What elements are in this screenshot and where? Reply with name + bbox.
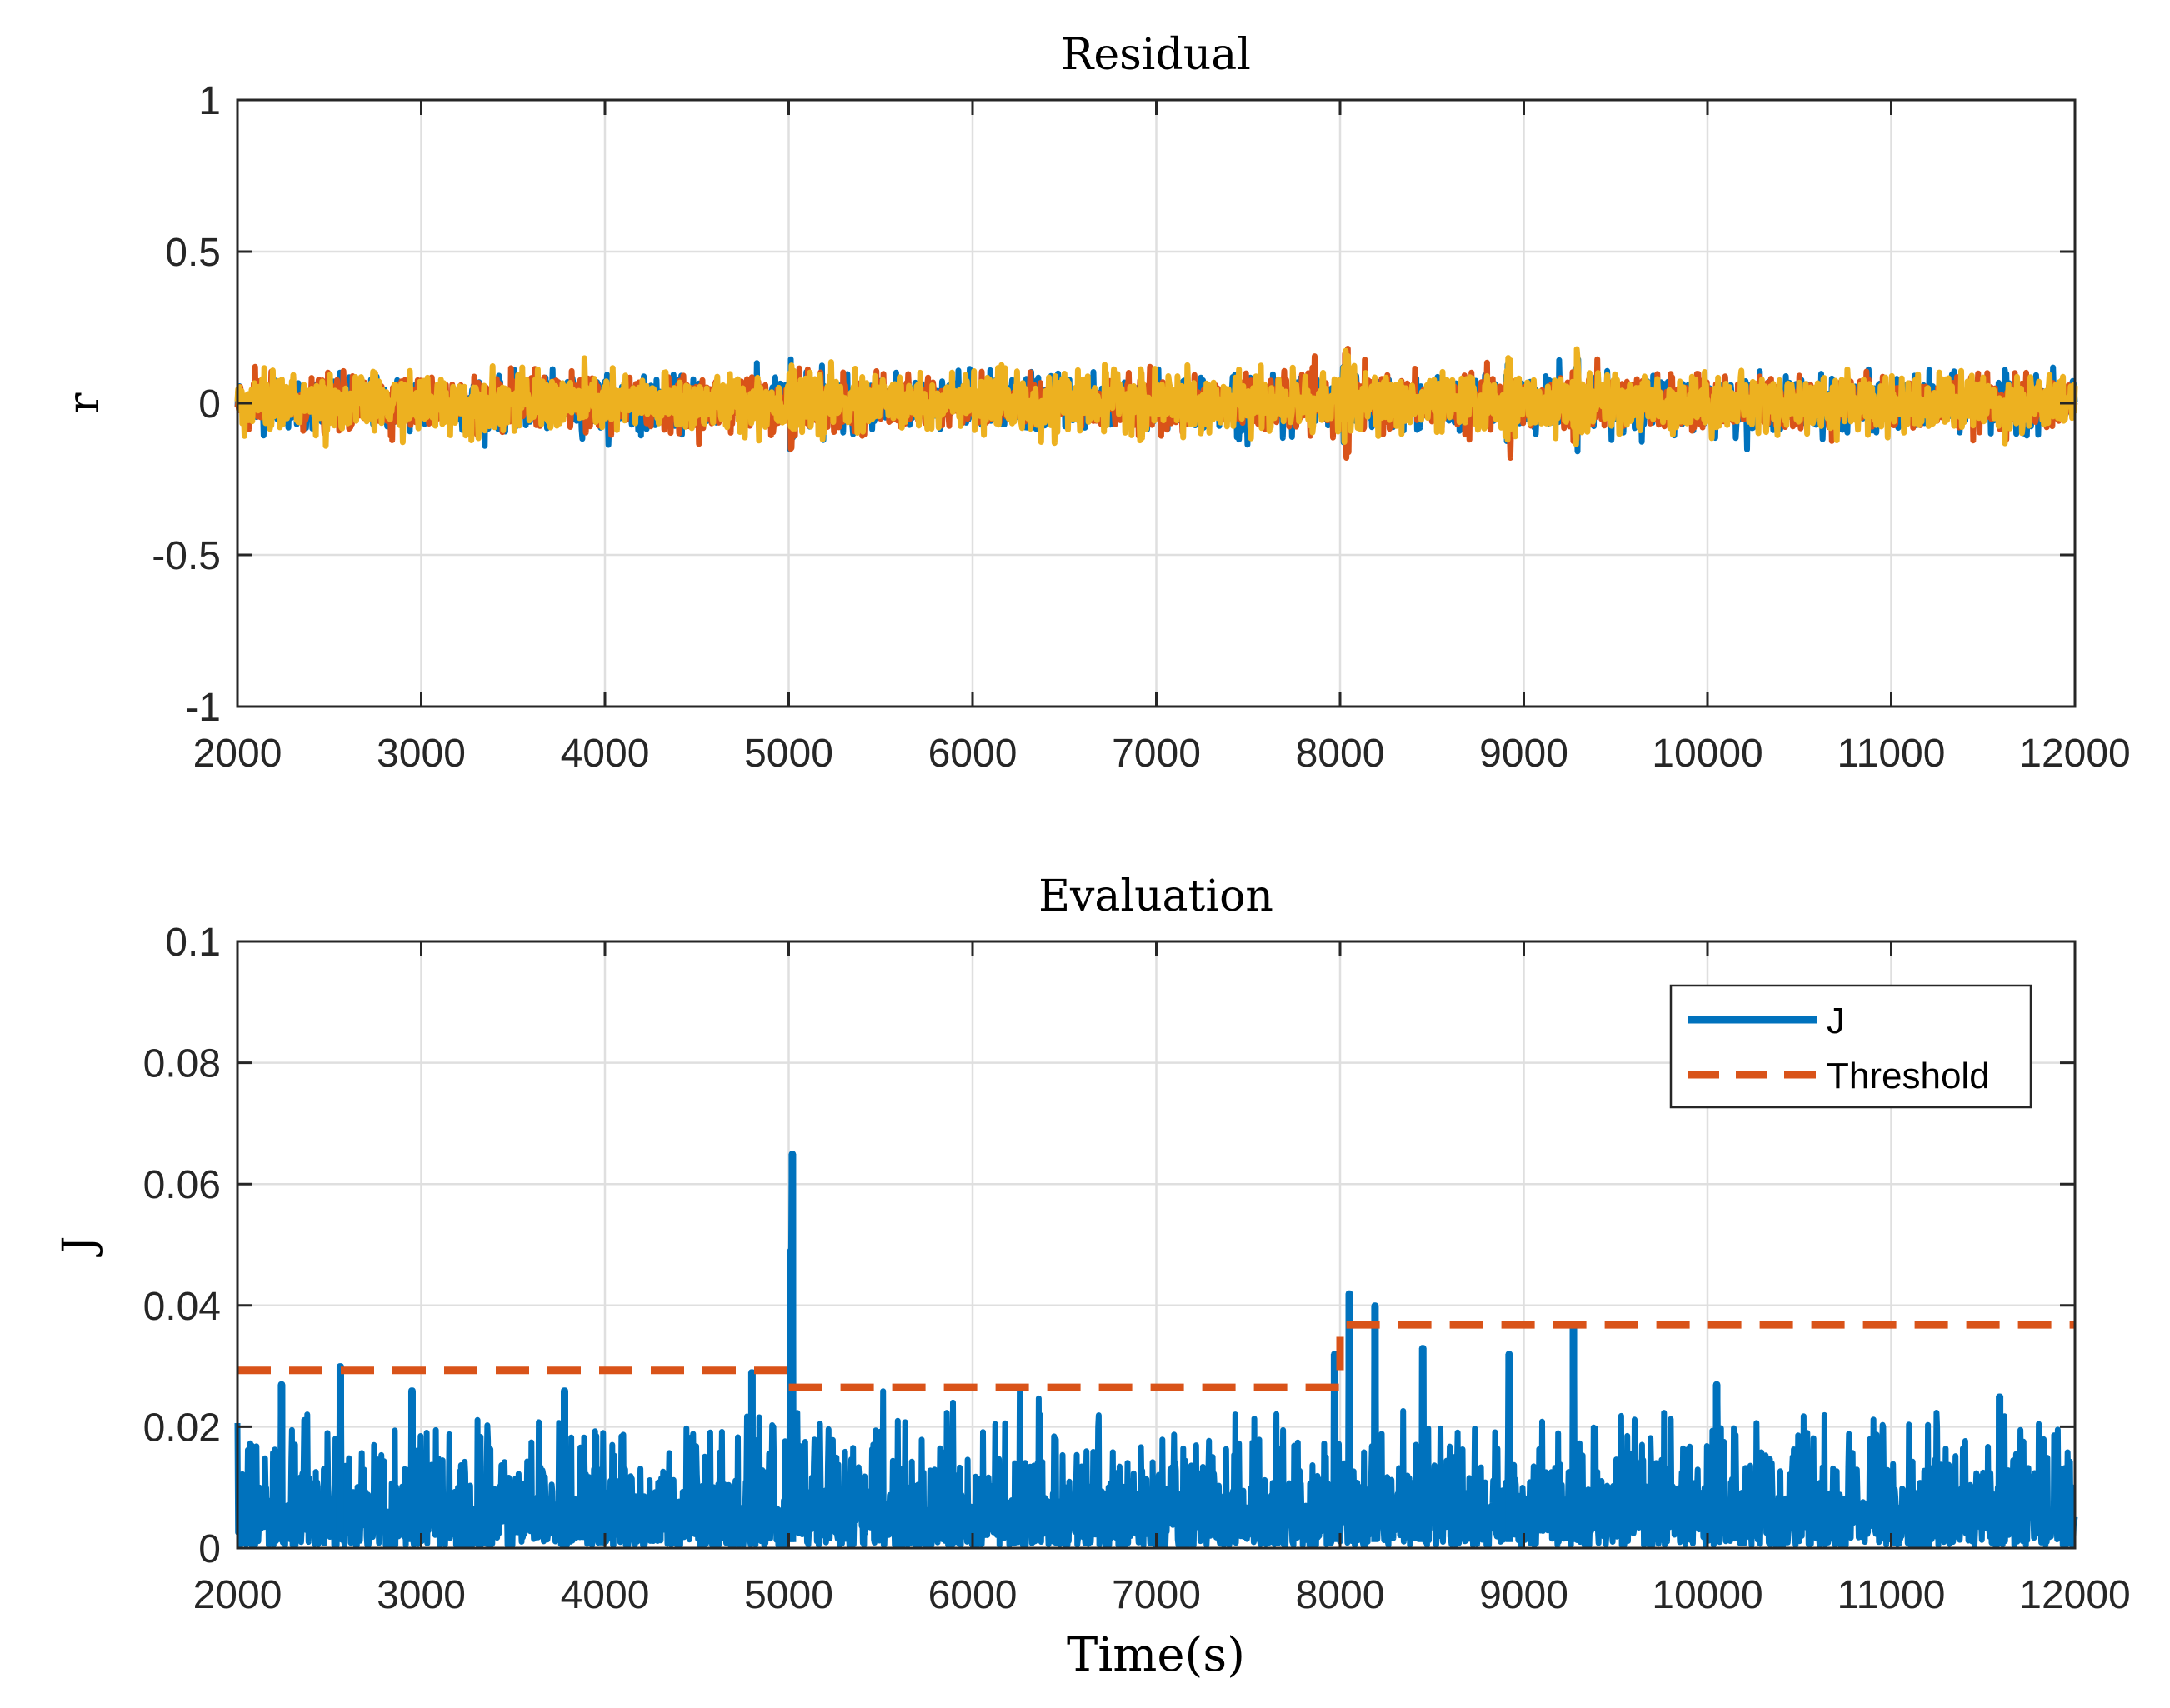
x-tick-label: 12000 — [2019, 732, 2130, 776]
residual-y-label: r — [59, 392, 109, 413]
x-tick-label: 2000 — [193, 732, 282, 776]
x-tick-label: 3000 — [377, 732, 466, 776]
x-tick-label: 3000 — [377, 1573, 466, 1617]
x-tick-label: 6000 — [928, 1573, 1018, 1617]
x-tick-label: 12000 — [2019, 1573, 2130, 1617]
x-tick-label: 9000 — [1479, 1573, 1568, 1617]
x-tick-label: 2000 — [193, 1573, 282, 1617]
legend-label-threshold: Threshold — [1827, 1056, 1990, 1096]
x-tick-label: 5000 — [744, 1573, 833, 1617]
y-tick-label: 0 — [198, 1527, 221, 1571]
x-tick-label: 4000 — [561, 1573, 650, 1617]
y-tick-label: 0.02 — [143, 1406, 221, 1450]
legend: J Threshold — [1669, 984, 2032, 1109]
x-tick-label: 11000 — [1838, 1573, 1946, 1617]
evaluation-series — [234, 1151, 2078, 1548]
residual-axes: 2000 3000 4000 5000 6000 7000 8000 9000 10000 110… — [59, 30, 2131, 776]
y-tick-label: 1 — [198, 79, 221, 123]
threshold-line — [238, 1321, 2075, 1391]
evaluation-ticks: 2000 3000 4000 5000 6000 7000 8000 9000 10000 110… — [143, 921, 2131, 1617]
legend-label-j: J — [1827, 1001, 1845, 1041]
y-tick-label: 0.5 — [165, 231, 221, 275]
evaluation-axes: 2000 3000 4000 5000 6000 7000 8000 9000 10000 110… — [54, 871, 2131, 1682]
y-tick-label: 0.1 — [165, 921, 221, 965]
y-tick-label: 0.06 — [143, 1163, 221, 1207]
x-tick-label: 5000 — [744, 732, 833, 776]
x-tick-label: 10000 — [1652, 1573, 1762, 1617]
y-tick-label: 0 — [198, 382, 221, 427]
legend-box — [1669, 984, 2032, 1109]
x-tick-label: 9000 — [1479, 732, 1568, 776]
y-tick-label: 0.04 — [143, 1285, 221, 1329]
x-tick-label: 7000 — [1112, 732, 1201, 776]
x-tick-label: 6000 — [928, 732, 1018, 776]
residual-ticks: 2000 3000 4000 5000 6000 7000 8000 9000 10000 110… — [152, 79, 2130, 776]
x-tick-label: 7000 — [1112, 1573, 1201, 1617]
y-tick-label: 0.08 — [143, 1042, 221, 1086]
y-tick-label: -0.5 — [152, 534, 221, 578]
residual-series — [234, 346, 2078, 461]
y-tick-label: -1 — [185, 686, 221, 730]
x-tick-label: 8000 — [1296, 1573, 1385, 1617]
x-tick-label: 4000 — [561, 732, 650, 776]
x-tick-label: 10000 — [1652, 732, 1762, 776]
evaluation-title: Evaluation — [1038, 871, 1273, 921]
x-tick-label: 11000 — [1838, 732, 1946, 776]
residual-series-line-3 — [234, 346, 2078, 449]
evaluation-y-label: J — [54, 1236, 104, 1258]
residual-title: Residual — [1061, 30, 1251, 80]
x-tick-label: 8000 — [1296, 732, 1385, 776]
evaluation-x-label: Time(s) — [1067, 1628, 1245, 1682]
